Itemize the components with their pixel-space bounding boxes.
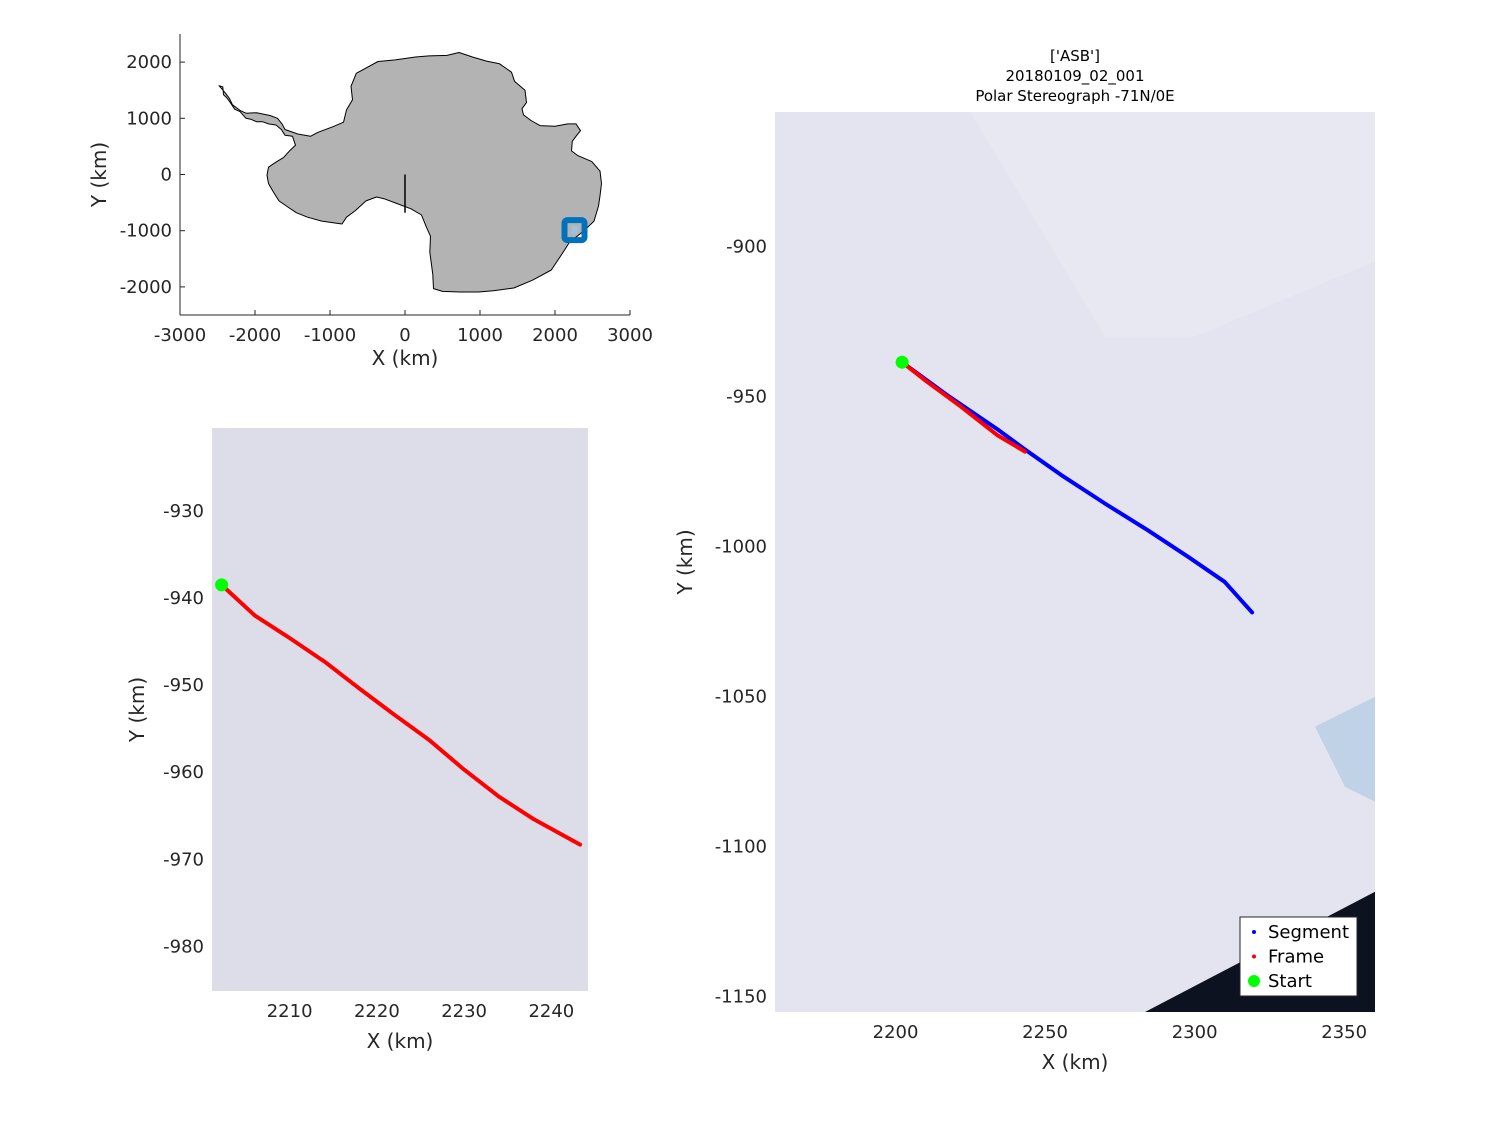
frame-zoom-plot [215, 578, 583, 847]
y-tick-label: -950 [726, 387, 767, 408]
x-tick-label: -2000 [229, 325, 281, 346]
y-axis-label: Y (km) [673, 529, 697, 595]
x-tick-label: 2210 [267, 1001, 313, 1022]
x-tick-label: 2220 [354, 1001, 400, 1022]
x-tick-label: 2350 [1321, 1022, 1367, 1043]
legend-marker-start [1248, 975, 1260, 987]
y-axis-label: Y (km) [125, 677, 149, 743]
start-marker [215, 578, 229, 592]
x-tick-label: 1000 [457, 325, 503, 346]
legend: Segment Frame Start [1239, 916, 1358, 997]
legend-entry-frame: Frame [1268, 947, 1324, 968]
x-tick-label: 2200 [873, 1022, 919, 1043]
segment-map-axes: 2200 2250 2300 2350 -900 -950 -1000 -1050 -1100 -… [673, 47, 1375, 1074]
x-axis-label: X (km) [372, 346, 439, 370]
overview-axes: -3000 -2000 -1000 0 1000 2000 3000 -2000 -1000 0 1… [87, 34, 653, 370]
y-tick-label: -2000 [120, 277, 172, 298]
imagery-background [212, 428, 588, 991]
y-tick-label: -980 [163, 937, 204, 958]
y-tick-label: -1050 [715, 687, 767, 708]
x-tick-label: 2240 [528, 1001, 574, 1022]
x-axis-label: X (km) [367, 1029, 434, 1053]
antarctica-landmass [218, 52, 602, 293]
x-tick-label: 3000 [607, 325, 653, 346]
series-frame-line [219, 582, 583, 847]
start-marker [895, 355, 909, 369]
y-tick-label: 0 [161, 165, 172, 186]
legend-entry-segment: Segment [1268, 922, 1349, 943]
y-tick-label: -950 [163, 675, 204, 696]
legend-entry-start: Start [1268, 971, 1312, 992]
x-tick-label: -3000 [154, 325, 206, 346]
y-tick-label: -970 [163, 849, 204, 870]
legend-marker-frame [1252, 954, 1256, 959]
y-tick-label: 1000 [126, 108, 172, 129]
x-tick-label: 2000 [532, 325, 578, 346]
y-tick-label: -1150 [715, 987, 767, 1008]
location-marker [561, 217, 588, 244]
y-tick-label: -1100 [715, 837, 767, 858]
y-tick-label: -960 [163, 762, 204, 783]
frame-zoom-axes: 2210 2220 2230 2240 -930 -940 -950 -960 -970 -980… [125, 428, 588, 1053]
x-axis-label: X (km) [1042, 1050, 1109, 1074]
x-tick-label: -1000 [304, 325, 356, 346]
series-segment-line [900, 360, 1255, 615]
chart-title-line: Polar Stereograph -71N/0E [975, 87, 1174, 105]
x-tick-label: 2250 [1022, 1022, 1068, 1043]
y-tick-label: -1000 [120, 221, 172, 242]
location-marker-fill [571, 226, 578, 235]
y-axis-label: Y (km) [87, 142, 111, 208]
y-tick-label: -900 [726, 237, 767, 258]
y-tick-label: -930 [163, 501, 204, 522]
chart-title-line: 20180109_02_001 [1005, 67, 1144, 86]
legend-marker-segment [1252, 930, 1256, 934]
y-tick-label: -940 [163, 588, 204, 609]
chart-title-line: ['ASB'] [1050, 47, 1100, 65]
series-frame-line [900, 360, 1027, 454]
x-tick-label: 0 [399, 325, 410, 346]
x-tick-label: 2300 [1172, 1022, 1218, 1043]
x-tick-label: 2230 [441, 1001, 487, 1022]
y-tick-label: -1000 [715, 537, 767, 558]
sea-ice-patch [1315, 696, 1375, 802]
y-tick-label: 2000 [126, 52, 172, 73]
imagery-tile [970, 112, 1375, 337]
